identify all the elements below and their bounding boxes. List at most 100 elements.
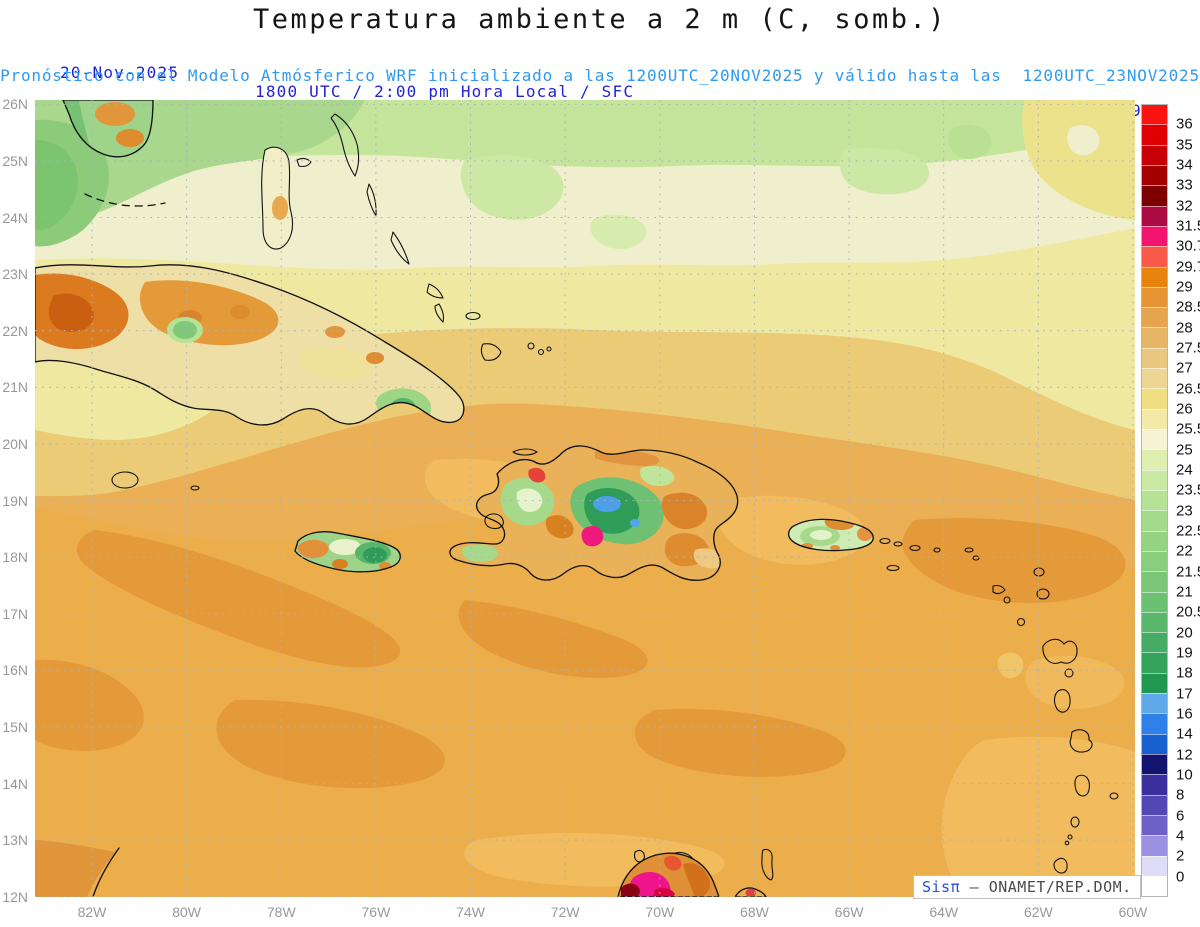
- colorbar-tick-label: 22.5: [1176, 522, 1200, 540]
- colorbar-cell: [1142, 408, 1167, 429]
- lon-tick-label: 72W: [550, 904, 580, 920]
- lon-tick-label: 78W: [266, 904, 296, 920]
- graticule-gridlines: [35, 100, 1135, 897]
- valid-time-line: 20-Nov-2025 1800 UTC / 2:00 pm Hora Loca…: [0, 44, 1200, 120]
- colorbar-tick-label: 23: [1176, 502, 1193, 520]
- lon-tick-label: 68W: [740, 904, 769, 920]
- lon-tick-label: 70W: [645, 904, 675, 920]
- colorbar-cell: [1142, 733, 1167, 754]
- colorbar-cell: [1142, 571, 1167, 592]
- colorbar-cell: [1142, 246, 1167, 267]
- colorbar-tick-label: 36: [1176, 115, 1193, 133]
- colorbar-cell: [1142, 105, 1167, 125]
- colorbar-tick-label: 22: [1176, 542, 1193, 560]
- colorbar-cell: [1142, 855, 1167, 876]
- lat-tick-label: 24N: [2, 209, 28, 226]
- colorbar-tick-label: 14: [1176, 725, 1193, 743]
- colorbar-cell: [1142, 266, 1167, 287]
- colorbar-cell: [1142, 469, 1167, 490]
- colorbar-tick-label: 26.5: [1176, 380, 1200, 398]
- forecast-map: [35, 100, 1135, 897]
- lon-tick-label: 80W: [172, 904, 202, 920]
- colorbar-tick-label: 12: [1176, 746, 1193, 764]
- colorbar-cell: [1142, 835, 1167, 856]
- lat-tick-label: 25N: [2, 152, 28, 169]
- colorbar-tick-label: 23.5: [1176, 481, 1200, 499]
- lat-tick-label: 26N: [2, 96, 28, 113]
- colorbar-cell: [1142, 368, 1167, 389]
- colorbar-cell: [1142, 429, 1167, 450]
- colorbar-cell: [1142, 672, 1167, 694]
- page-title: Temperatura ambiente a 2 m (C, somb.): [253, 4, 947, 35]
- colorbar-tick-label: 29.7: [1176, 258, 1200, 276]
- colorbar-tick-label: 32: [1176, 197, 1193, 215]
- isla-juventud: [111, 471, 139, 489]
- lat-tick-label: 17N: [2, 605, 28, 622]
- colorbar-cell: [1142, 693, 1167, 714]
- colorbar-tick-label: 20.5: [1176, 603, 1200, 621]
- colorbar-cell: [1142, 530, 1167, 551]
- colorbar-cell: [1142, 591, 1167, 612]
- colorbar-tick-label: 8: [1176, 786, 1185, 804]
- colorbar-cell: [1142, 225, 1167, 247]
- colorbar-cell: [1142, 611, 1167, 633]
- colorbar-tick-label: 35: [1176, 136, 1193, 154]
- lat-tick-label: 14N: [2, 775, 28, 792]
- colorbar-tick-label: 30.7: [1176, 237, 1200, 255]
- model-init-line: Pronóstico con el Modelo Atmósferico WRF…: [0, 66, 1200, 85]
- virgin-islands: [879, 537, 941, 572]
- colorbar: [1141, 104, 1168, 897]
- colorbar-tick-label: 10: [1176, 766, 1193, 784]
- watermark: Sisπ – ONAMET/REP.DOM.: [913, 875, 1141, 899]
- bahamas-islands: [261, 113, 552, 361]
- colorbar-tick-label: 19: [1176, 644, 1193, 662]
- colorbar-cell: [1142, 652, 1167, 673]
- colorbar-cell: [1142, 632, 1167, 653]
- sispi-logo: Sisπ: [922, 878, 961, 896]
- landmasses: [35, 100, 1119, 897]
- colorbar-tick-label: 24: [1176, 461, 1193, 479]
- colorbar-tick-label: 0: [1176, 868, 1185, 886]
- colorbar-tick-label: 25.5: [1176, 420, 1200, 438]
- colorbar-tick-label: 21: [1176, 583, 1193, 601]
- lon-tick-label: 64W: [929, 904, 959, 920]
- colorbar-cell: [1142, 550, 1167, 572]
- colorbar-tick-label: 33: [1176, 176, 1193, 194]
- lat-tick-label: 12N: [2, 888, 28, 905]
- hispaniola-landmass: [449, 445, 739, 581]
- colorbar-tick-label: 34: [1176, 156, 1193, 174]
- lat-tick-label: 16N: [2, 662, 28, 679]
- lon-tick-label: 74W: [456, 904, 485, 920]
- colorbar-cell: [1142, 754, 1167, 775]
- colorbar-cell: [1142, 185, 1167, 206]
- colorbar-cell: [1142, 124, 1167, 145]
- colorbar-cell: [1142, 327, 1167, 348]
- lesser-antilles: [964, 547, 1119, 874]
- colorbar-cell: [1142, 489, 1167, 511]
- lon-tick-label: 60W: [1118, 904, 1148, 920]
- lat-tick-label: 22N: [2, 322, 28, 339]
- colorbar-tick-label: 6: [1176, 807, 1185, 825]
- watermark-org: – ONAMET/REP.DOM.: [960, 878, 1132, 896]
- colorbar-cell: [1142, 875, 1167, 897]
- colorbar-cell: [1142, 307, 1167, 328]
- colorbar-tick-label: 28.5: [1176, 298, 1200, 316]
- colorbar-tick-label: 25: [1176, 441, 1193, 459]
- colorbar-tick-label: 29: [1176, 278, 1193, 296]
- colorbar-cell: [1142, 794, 1167, 815]
- colorbar-cell: [1142, 774, 1167, 795]
- lon-tick-label: 76W: [361, 904, 391, 920]
- colorbar-tick-label: 20: [1176, 624, 1193, 642]
- colorbar-tick-label: 16: [1176, 705, 1193, 723]
- lon-tick-label: 62W: [1023, 904, 1053, 920]
- colorbar-cell: [1142, 205, 1167, 226]
- colorbar-tick-label: 27.5: [1176, 339, 1200, 357]
- colorbar-cell: [1142, 347, 1167, 369]
- colorbar-cell: [1142, 164, 1167, 186]
- colorbar-tick-label: 18: [1176, 664, 1193, 682]
- colorbar-tick-label: 28: [1176, 319, 1193, 337]
- tortue-island: [512, 448, 538, 456]
- lat-tick-label: 15N: [2, 718, 28, 735]
- colorbar-tick-label: 4: [1176, 827, 1185, 845]
